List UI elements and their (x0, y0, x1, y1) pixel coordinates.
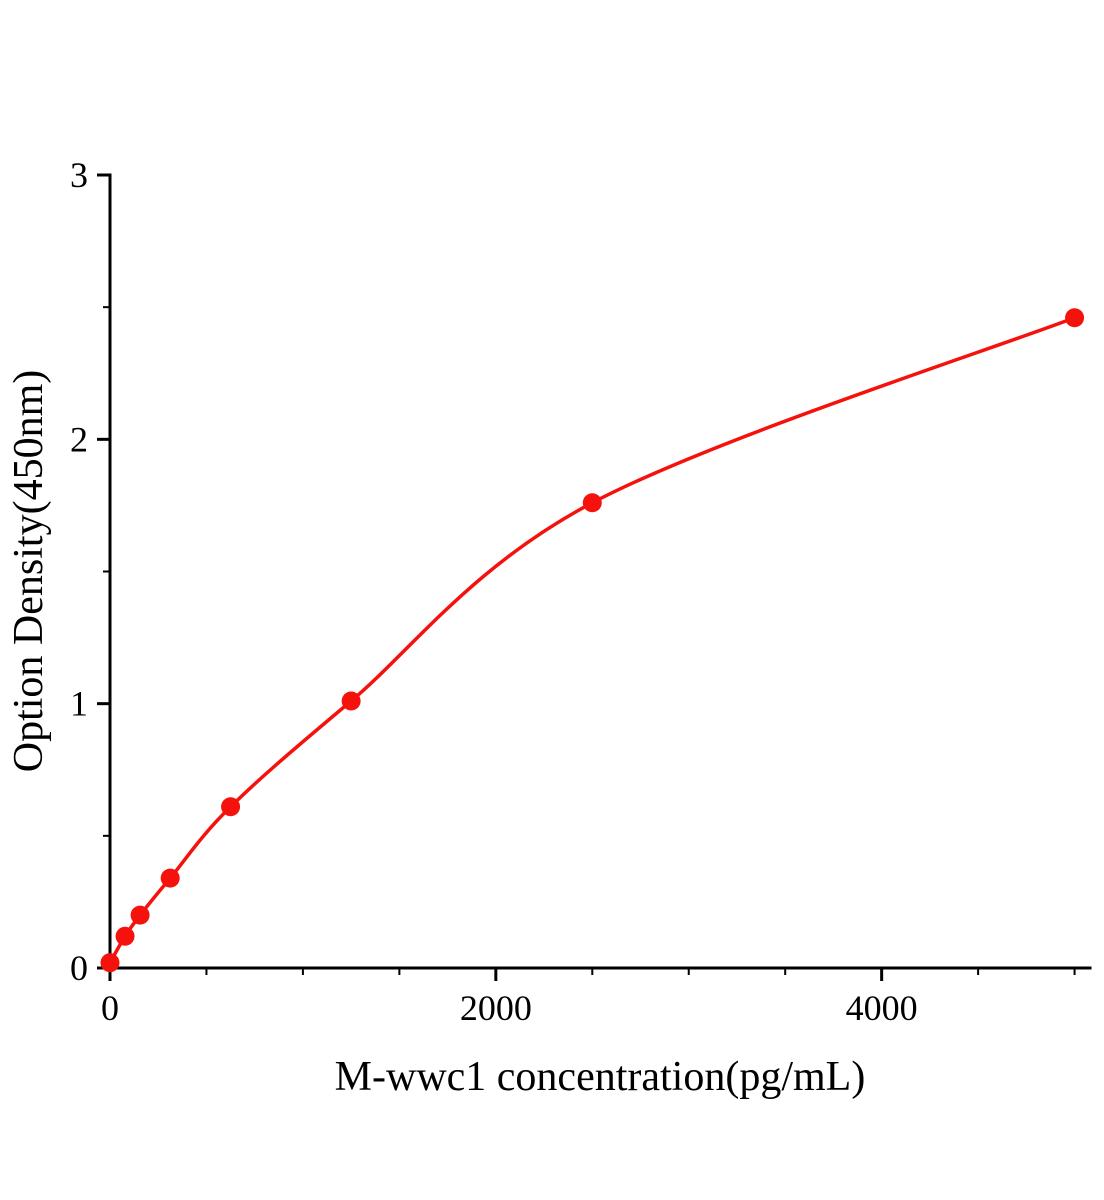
axes-layer (108, 173, 1092, 970)
x-axis-title: M-wwc1 concentration(pg/mL) (335, 1054, 866, 1100)
data-point (130, 905, 150, 925)
x-tick-label: 4000 (846, 988, 918, 1028)
plot-layer (100, 308, 1085, 973)
data-point (582, 493, 602, 513)
ticks-layer: 0 2000 4000 0 1 2 3 (70, 155, 1076, 1028)
y-axis-title: Option Density(450nm) (6, 370, 52, 772)
data-point (341, 691, 361, 711)
y-tick-label: 0 (70, 948, 88, 988)
data-point (100, 953, 120, 973)
y-tick-label: 2 (70, 419, 88, 459)
x-tick-label: 0 (101, 988, 119, 1028)
data-point (160, 868, 180, 888)
data-point (115, 926, 135, 946)
data-point (221, 797, 241, 817)
data-point (1065, 308, 1085, 328)
y-tick-label: 3 (70, 155, 88, 195)
x-tick-label: 2000 (460, 988, 532, 1028)
fit-curve (108, 315, 1077, 965)
y-tick-label: 1 (70, 684, 88, 724)
